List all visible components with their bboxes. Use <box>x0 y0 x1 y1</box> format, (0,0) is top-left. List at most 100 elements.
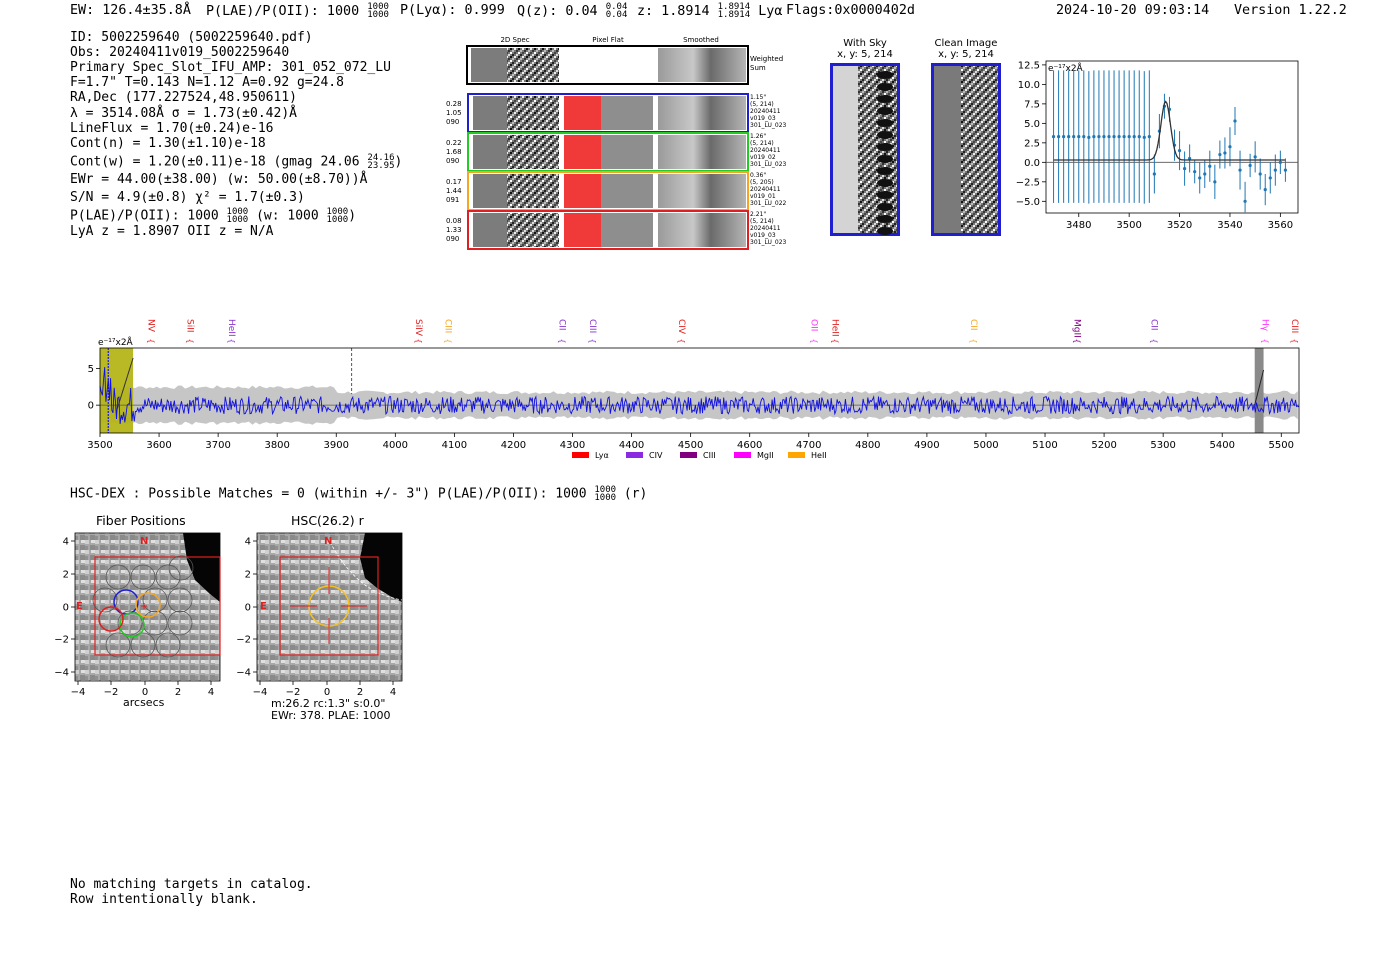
hsc-ytick-label: 2 <box>63 570 69 581</box>
cutout-row-value: 0.28 <box>446 100 462 108</box>
full-xtick-label: 3500 <box>87 440 112 451</box>
sky-emission <box>877 155 893 163</box>
full-detection-band <box>100 348 134 433</box>
zoom-ytick-label: −5.0 <box>1016 197 1040 208</box>
zoom-xtick-label: 3540 <box>1217 220 1242 231</box>
hsc-north-label: N <box>324 536 332 547</box>
info-contw-lo: 23.95 <box>367 161 395 171</box>
zoom-ytick-label: 7.5 <box>1024 99 1040 110</box>
header-plya: P(Lyα): 0.999 <box>400 3 505 18</box>
cutout-pixelflat <box>601 174 653 208</box>
clean-image-title: Clean Image <box>934 38 998 49</box>
cutout-row-meta: 2.21" <box>750 211 766 218</box>
hsc-xtick-label: 0 <box>324 687 330 698</box>
cutout-row-value: 090 <box>446 118 459 126</box>
sky-emission <box>877 95 893 103</box>
full-mask-band <box>1254 348 1264 433</box>
zoom-data-point <box>1198 176 1202 180</box>
fiber-xlabel: arcsecs <box>123 696 165 709</box>
zoom-data-point <box>1193 170 1197 174</box>
info-plae-wfrac: 1000 1000 <box>327 208 349 225</box>
full-line-label: CII <box>1148 319 1158 331</box>
full-legend-swatch <box>788 452 805 458</box>
hsc-east-label: E <box>260 601 267 612</box>
full-line-bracket: { <box>969 338 978 343</box>
info-contw-close: ) <box>394 154 403 170</box>
cutout-row-value: 0.08 <box>446 217 462 225</box>
full-line-bracket: { <box>1149 338 1158 343</box>
header-z-hi: 1.8914 <box>717 2 751 12</box>
full-xtick-label: 4000 <box>383 440 408 451</box>
zoom-data-point <box>1072 135 1076 139</box>
full-line-label: CIV <box>676 319 686 335</box>
zoom-ytick-label: 10.0 <box>1018 80 1040 91</box>
zoom-unit-label: e⁻¹⁷x2Å <box>1048 62 1084 74</box>
cutout-row-meta: v019_01 <box>750 193 776 200</box>
cutout-row-meta: 20240411 <box>750 225 781 232</box>
cutout-row-value: 1.44 <box>446 187 462 195</box>
full-legend-swatch <box>572 452 589 458</box>
full-line-bracket: { <box>227 338 236 343</box>
info-contw-hi: 24.16 <box>367 153 395 163</box>
info-contw: Cont(w) = 1.20(±0.11)e-18 (gmag 24.06 24… <box>70 153 403 171</box>
cutout-2d-noise <box>507 174 559 208</box>
header-qz: Q(z): 0.04 0.04 0.04 <box>517 3 627 20</box>
cutout-row-value: 0.17 <box>446 178 462 186</box>
full-line-bracket: { <box>1260 338 1269 343</box>
cutout-smoothed <box>658 135 746 169</box>
hsc-ytick-label: 4 <box>63 537 69 548</box>
zoom-data-point <box>1233 119 1237 123</box>
zoom-data-point <box>1263 188 1267 192</box>
full-line-label: CIII <box>443 319 453 333</box>
zoom-data-point <box>1228 145 1232 149</box>
sky-emission <box>877 71 893 79</box>
sky-emission <box>877 119 893 127</box>
zoom-data-point <box>1117 135 1121 139</box>
full-legend-label: CIV <box>649 451 663 460</box>
cutout-row-meta: 1.26" <box>750 133 766 140</box>
full-line-bracket: { <box>810 338 819 343</box>
full-xtick-label: 5500 <box>1269 440 1294 451</box>
zoom-data-point <box>1062 135 1066 139</box>
cutout-row-meta: 301_LU_023 <box>750 239 787 246</box>
zoom-ytick-label: 12.5 <box>1018 60 1040 71</box>
cutout-row-meta: 301_LU_023 <box>750 161 787 168</box>
hsc-xtick-label: 2 <box>175 687 181 698</box>
cutouts-panel: 2D Spec Pixel Flat Smoothed Weighted Sum… <box>446 36 787 250</box>
full-xtick-label: 3600 <box>146 440 171 451</box>
zoom-data-point <box>1273 168 1277 172</box>
cutout-row-meta: v019_03 <box>750 232 776 239</box>
full-xtick-label: 4800 <box>855 440 880 451</box>
header-plae-label: P(LAE)/P(OII): 1000 <box>206 4 360 19</box>
cutout-row-meta: (5, 214) <box>750 101 774 108</box>
with-sky-image <box>830 63 900 236</box>
zoom-data-point <box>1208 164 1212 168</box>
cutout-row-meta: (5, 214) <box>750 218 774 225</box>
hsc-summary-text: HSC-DEX : Possible Matches = 0 (within +… <box>70 486 587 502</box>
full-line-bracket: { <box>1290 338 1299 343</box>
info-fta: F=1.7" T=0.143 N=1.12 A=0.92 g=24.8 <box>70 75 344 90</box>
info-contw-frac: 24.16 23.95 <box>367 153 395 171</box>
sky-emission <box>877 215 893 223</box>
hsc-xtick-label: 4 <box>208 687 214 698</box>
hsc-xtick-label: −4 <box>253 687 268 698</box>
zoom-data-point <box>1147 135 1151 139</box>
zoom-model-fit <box>1053 100 1286 161</box>
hsc-xtick-label: 2 <box>357 687 363 698</box>
cutout-row-meta: v019_03 <box>750 115 776 122</box>
zoom-data-point <box>1218 152 1222 157</box>
zoom-data-point <box>1152 172 1156 176</box>
full-xtick-label: 4600 <box>737 440 762 451</box>
weighted-2d-noise <box>507 48 559 82</box>
cutout-row-value: 091 <box>446 196 459 204</box>
hsc-ytick-label: −4 <box>54 668 69 679</box>
hsc-ytick-label: 4 <box>245 537 251 548</box>
cutout-smoothed <box>658 96 746 130</box>
sky-emission <box>877 167 893 175</box>
cutout-2d-noise <box>507 213 559 247</box>
zoom-data-point <box>1278 160 1282 164</box>
hsc-info-line2: EWr: 378. PLAE: 1000 <box>271 709 391 722</box>
full-line-label: NV <box>145 319 155 333</box>
cutout-row-meta: (5, 205) <box>750 179 774 186</box>
